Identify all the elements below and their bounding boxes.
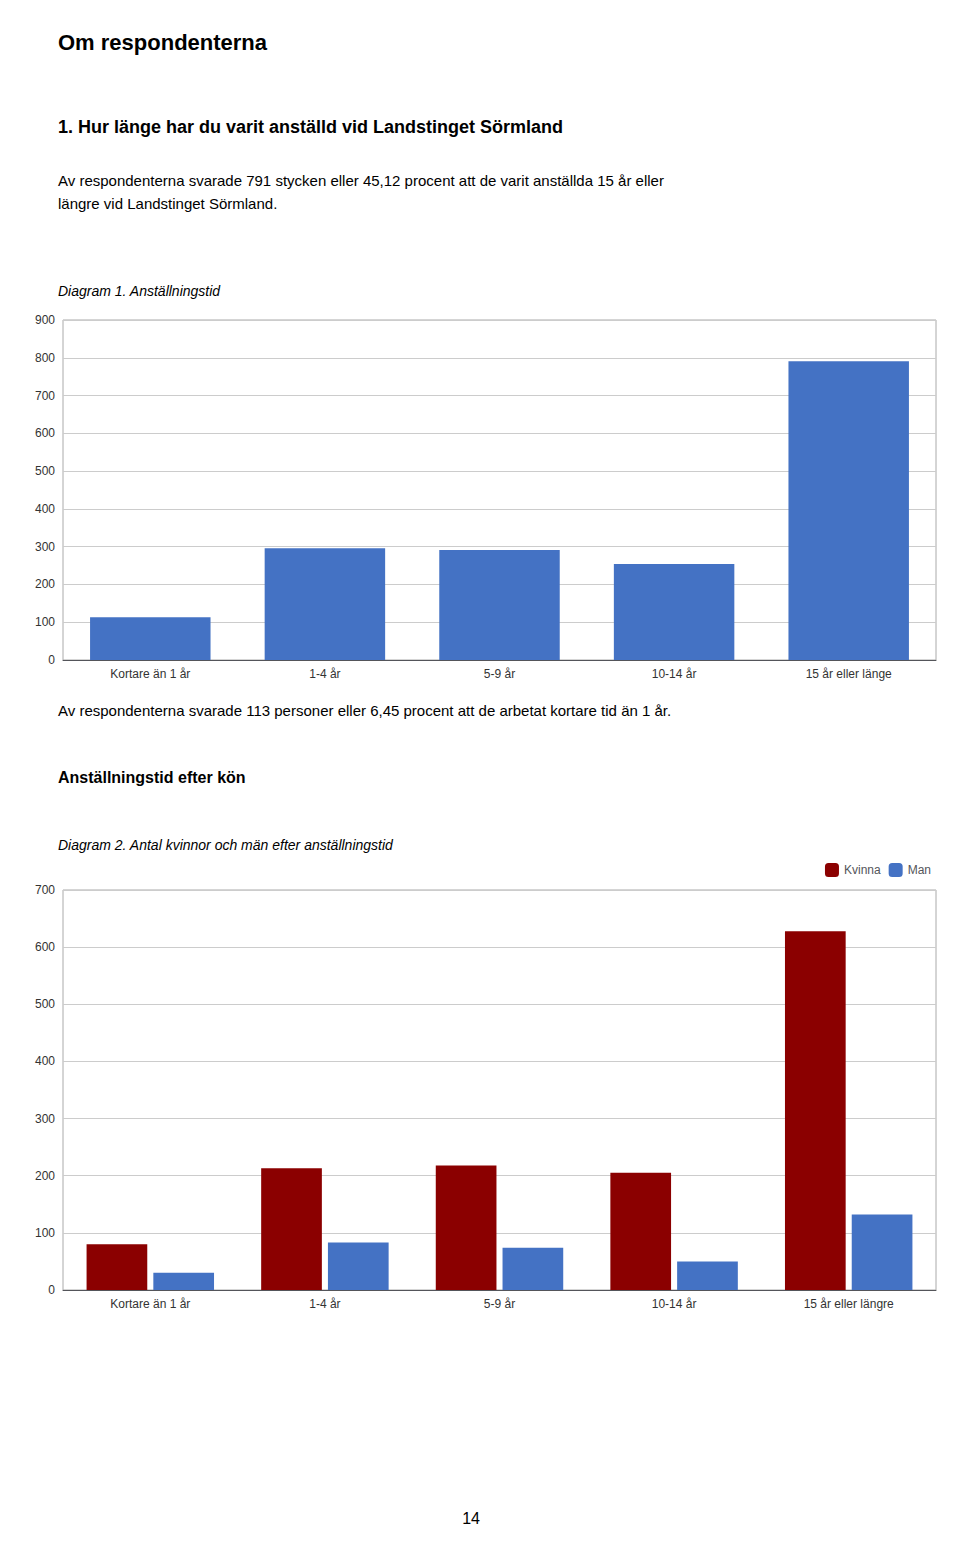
svg-text:Diagram 2. Antal kvinnor och m: Diagram 2. Antal kvinnor och män efter a… <box>58 837 394 853</box>
svg-text:500: 500 <box>35 997 55 1011</box>
svg-text:Kortare än 1 år: Kortare än 1 år <box>110 667 190 681</box>
svg-text:10-14 år: 10-14 år <box>652 1297 697 1311</box>
svg-text:400: 400 <box>35 1054 55 1068</box>
svg-text:300: 300 <box>35 540 55 554</box>
svg-text:400: 400 <box>35 502 55 516</box>
svg-text:200: 200 <box>35 577 55 591</box>
svg-text:100: 100 <box>35 1226 55 1240</box>
svg-text:600: 600 <box>35 426 55 440</box>
svg-text:700: 700 <box>35 883 55 897</box>
svg-text:100: 100 <box>35 615 55 629</box>
svg-text:14: 14 <box>462 1510 480 1527</box>
svg-text:15 år eller längre: 15 år eller längre <box>804 1297 894 1311</box>
svg-text:1-4 år: 1-4 år <box>309 667 340 681</box>
svg-text:Av respondenterna svarade 791: Av respondenterna svarade 791 stycken el… <box>58 172 664 189</box>
svg-text:600: 600 <box>35 940 55 954</box>
svg-text:800: 800 <box>35 351 55 365</box>
svg-text:1. Hur länge har du varit anst: 1. Hur länge har du varit anställd vid L… <box>58 117 563 137</box>
svg-text:5-9 år: 5-9 år <box>484 667 515 681</box>
svg-text:Diagram 1. Anställningstid: Diagram 1. Anställningstid <box>58 283 221 299</box>
svg-text:10-14 år: 10-14 år <box>652 667 697 681</box>
svg-text:5-9 år: 5-9 år <box>484 1297 515 1311</box>
svg-text:längre vid Landstinget Sörmlan: längre vid Landstinget Sörmland. <box>58 195 277 212</box>
svg-text:Av respondenterna svarade 113: Av respondenterna svarade 113 personer e… <box>58 702 671 719</box>
svg-text:0: 0 <box>48 1283 55 1297</box>
svg-text:Anställningstid efter kön: Anställningstid efter kön <box>58 769 246 786</box>
svg-text:Man: Man <box>908 863 931 877</box>
svg-text:700: 700 <box>35 389 55 403</box>
svg-text:15 år eller länge: 15 år eller länge <box>806 667 892 681</box>
svg-text:1-4 år: 1-4 år <box>309 1297 340 1311</box>
svg-text:0: 0 <box>48 653 55 667</box>
svg-text:Kvinna: Kvinna <box>844 863 881 877</box>
svg-text:300: 300 <box>35 1112 55 1126</box>
svg-text:200: 200 <box>35 1169 55 1183</box>
svg-text:Kortare än 1 år: Kortare än 1 år <box>110 1297 190 1311</box>
svg-text:500: 500 <box>35 464 55 478</box>
svg-text:900: 900 <box>35 313 55 327</box>
svg-text:Om respondenterna: Om respondenterna <box>58 30 268 55</box>
